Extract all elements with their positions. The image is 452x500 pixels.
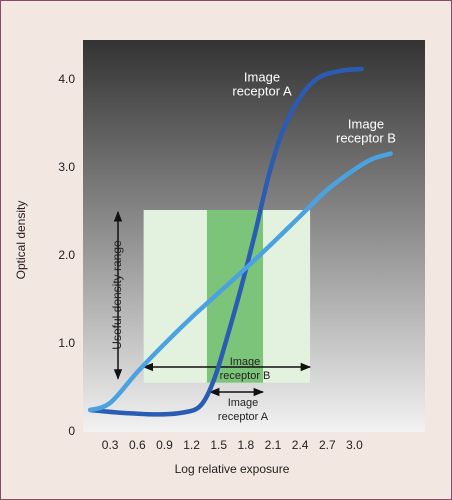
x-tick-label: 2.1 <box>265 438 282 452</box>
range-label: receptor B <box>220 370 271 382</box>
density-range-label: Useful density range <box>110 240 124 350</box>
x-tick-label: 0.9 <box>156 438 173 452</box>
y-tick-label: 4.0 <box>58 72 75 86</box>
range-label: receptor A <box>218 411 269 423</box>
curve-label: receptor B <box>336 130 396 145</box>
x-tick-label: 1.5 <box>210 438 227 452</box>
y-tick-label: 3.0 <box>58 160 75 174</box>
x-tick-label: 3.0 <box>346 438 363 452</box>
range-label: Image <box>230 356 261 368</box>
y-axis-label: Optical density <box>14 201 28 280</box>
y-tick-label: 1.0 <box>58 336 75 350</box>
curve <box>87 151 393 413</box>
x-tick-label: 1.8 <box>238 438 255 452</box>
curve-label: Image <box>244 69 280 84</box>
x-tick-label: 1.2 <box>183 438 200 452</box>
x-tick-label: 0.3 <box>102 438 119 452</box>
x-tick-label: 2.4 <box>292 438 309 452</box>
x-tick-label: 2.7 <box>319 438 336 452</box>
y-tick-label: 2.0 <box>58 248 75 262</box>
curve-label: receptor A <box>232 83 292 98</box>
range-label: Image <box>228 397 259 409</box>
x-tick-label: 0.6 <box>129 438 146 452</box>
x-axis-label: Log relative exposure <box>175 462 290 476</box>
y-tick-label: 0 <box>68 424 75 438</box>
curve-label: Image <box>348 116 384 131</box>
curve <box>87 66 364 417</box>
